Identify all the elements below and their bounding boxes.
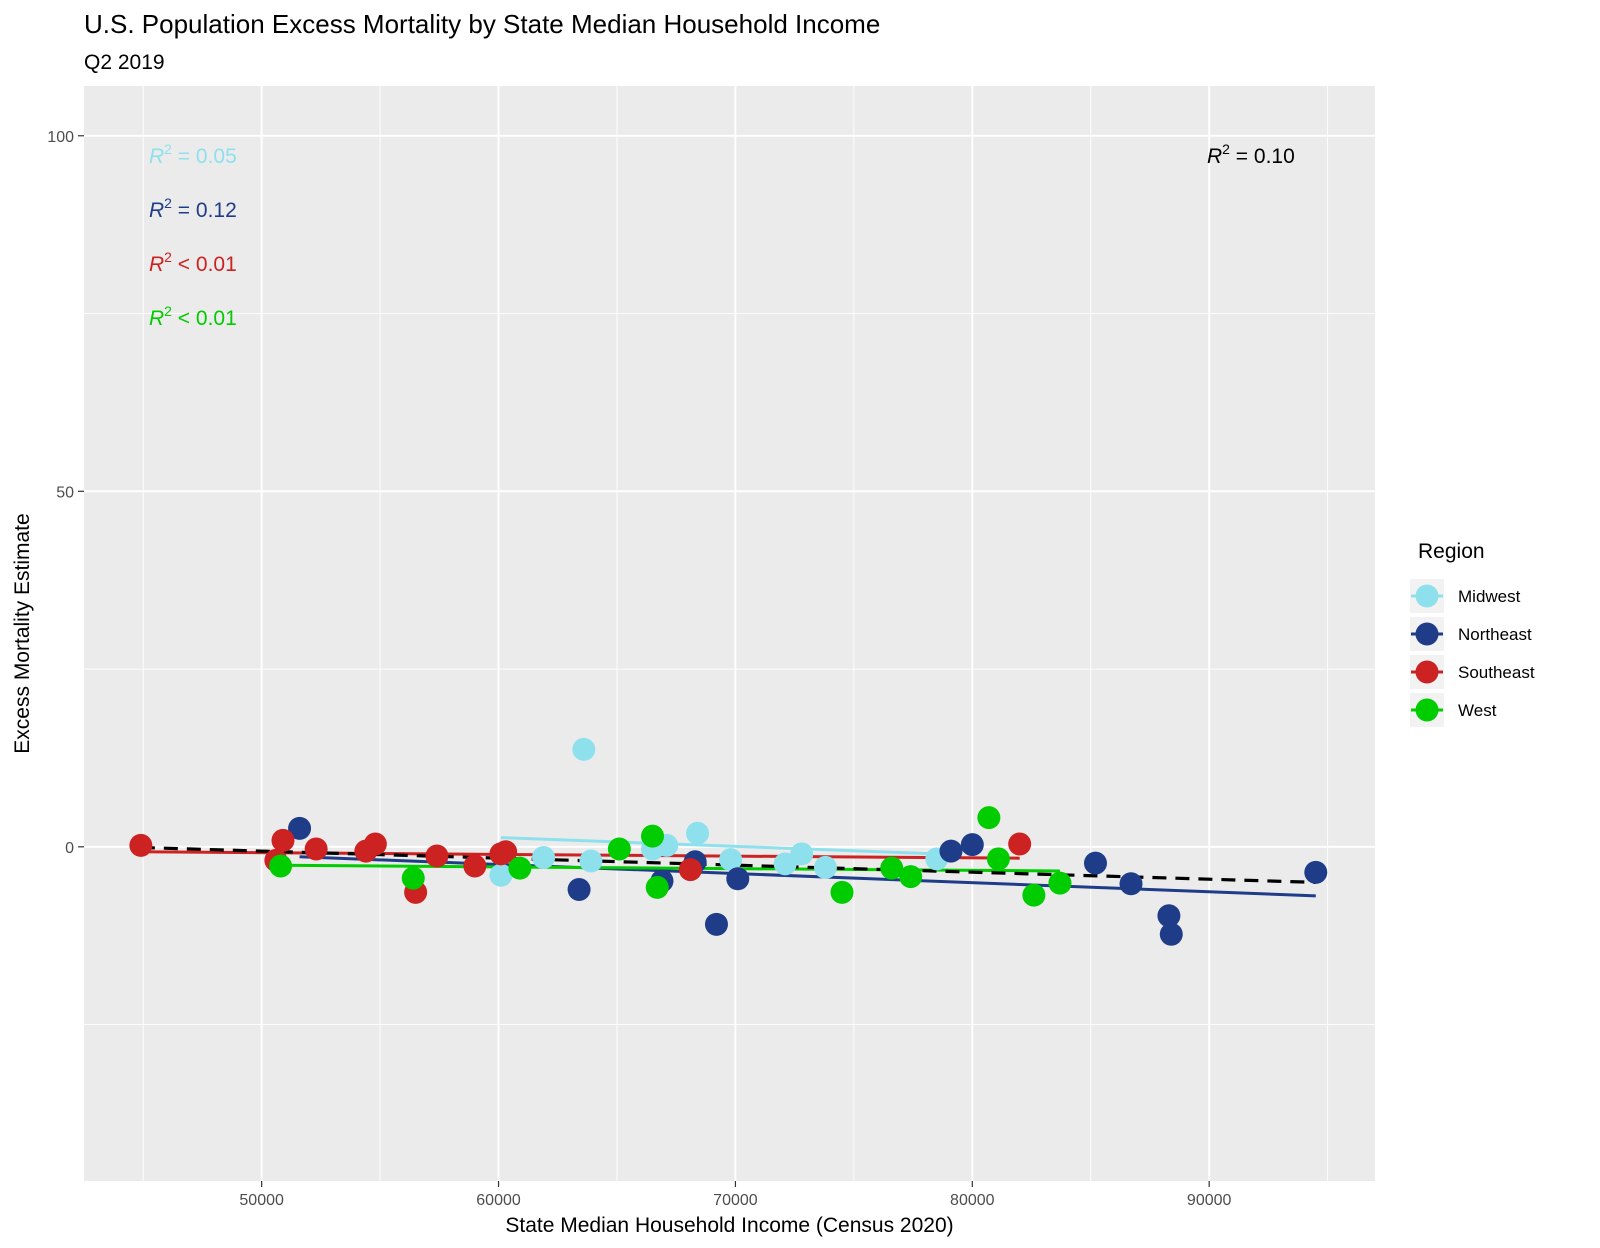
data-point-northeast	[704, 912, 728, 936]
data-points	[129, 737, 1328, 946]
data-point-northeast	[1304, 860, 1328, 884]
data-point-southeast	[304, 837, 328, 861]
data-point-southeast	[425, 844, 449, 868]
chart-title: U.S. Population Excess Mortality by Stat…	[84, 9, 880, 39]
data-point-west	[508, 856, 532, 880]
data-point-west	[607, 837, 631, 861]
data-point-west	[269, 854, 293, 878]
data-point-northeast	[567, 877, 591, 901]
y-tick-label: 50	[56, 484, 74, 501]
legend-label-west: West	[1458, 701, 1497, 720]
x-tick-label: 60000	[476, 1192, 521, 1209]
major-gridlines	[84, 86, 1375, 1181]
data-point-northeast	[939, 839, 963, 863]
data-point-west	[645, 875, 669, 899]
data-point-west	[977, 806, 1001, 830]
data-point-southeast	[363, 832, 387, 856]
r2-label-west: R2 < 0.01	[149, 303, 237, 330]
legend-label-northeast: Northeast	[1458, 625, 1532, 644]
fit-line-midwest	[500, 836, 937, 856]
x-tick-label: 80000	[950, 1192, 995, 1209]
data-point-northeast	[1159, 922, 1183, 946]
x-tick-label: 50000	[239, 1192, 284, 1209]
data-point-northeast	[1157, 904, 1181, 928]
data-point-southeast	[129, 833, 153, 857]
data-point-southeast	[494, 840, 518, 864]
plot-panel	[84, 86, 1375, 1181]
data-point-west	[880, 856, 904, 880]
data-point-northeast	[1119, 872, 1143, 896]
data-point-west	[899, 865, 923, 889]
data-point-northeast	[1083, 851, 1107, 875]
x-tick-label: 90000	[1187, 1192, 1232, 1209]
y-axis-title: Excess Mortality Estimate	[11, 513, 34, 753]
r2-label-overall: R2 = 0.10	[1207, 141, 1295, 168]
legend-key-midwest	[1415, 584, 1439, 608]
y-tick-label: 100	[47, 129, 74, 146]
data-point-midwest	[813, 855, 837, 879]
x-axis-title: State Median Household Income (Census 20…	[505, 1214, 953, 1237]
legend-key-southeast	[1415, 660, 1439, 684]
legend-title: Region	[1418, 540, 1485, 563]
data-point-southeast	[678, 858, 702, 882]
y-tick-label: 0	[65, 840, 74, 857]
legend: Region Midwest Northeast Southeast West	[1410, 540, 1535, 727]
data-point-west	[986, 847, 1010, 871]
r2-label-midwest: R2 = 0.05	[149, 141, 237, 168]
data-point-west	[830, 880, 854, 904]
legend-key-northeast	[1415, 622, 1439, 646]
data-point-midwest	[579, 849, 603, 873]
data-point-midwest	[489, 863, 513, 887]
data-point-midwest	[719, 848, 743, 872]
data-point-midwest	[790, 842, 814, 866]
r-squared-labels: R2 = 0.05 R2 = 0.12 R2 < 0.01 R2 < 0.01 R2 =…	[149, 141, 1295, 330]
x-tick-label: 70000	[713, 1192, 758, 1209]
chart-subtitle: Q2 2019	[84, 51, 165, 74]
data-point-northeast	[960, 833, 984, 857]
legend-key-west	[1415, 698, 1439, 722]
data-point-midwest	[572, 737, 596, 761]
data-point-midwest	[686, 821, 710, 845]
data-point-southeast	[271, 828, 295, 852]
legend-label-southeast: Southeast	[1458, 663, 1535, 682]
data-point-midwest	[532, 845, 556, 869]
data-point-southeast	[463, 854, 487, 878]
r2-label-northeast: R2 = 0.12	[149, 195, 237, 222]
data-point-west	[641, 824, 665, 848]
axis-ticks: 50000 60000 70000 80000 90000 0 50 100	[47, 129, 1231, 1209]
data-point-midwest	[773, 852, 797, 876]
data-point-west	[1048, 871, 1072, 895]
data-point-west	[401, 866, 425, 890]
r2-label-southeast: R2 < 0.01	[149, 249, 237, 276]
legend-label-midwest: Midwest	[1458, 587, 1521, 606]
minor-gridlines	[84, 86, 1375, 1181]
data-point-west	[1022, 883, 1046, 907]
data-point-northeast	[288, 816, 312, 840]
data-point-southeast	[1008, 832, 1032, 856]
data-point-northeast	[726, 867, 750, 891]
